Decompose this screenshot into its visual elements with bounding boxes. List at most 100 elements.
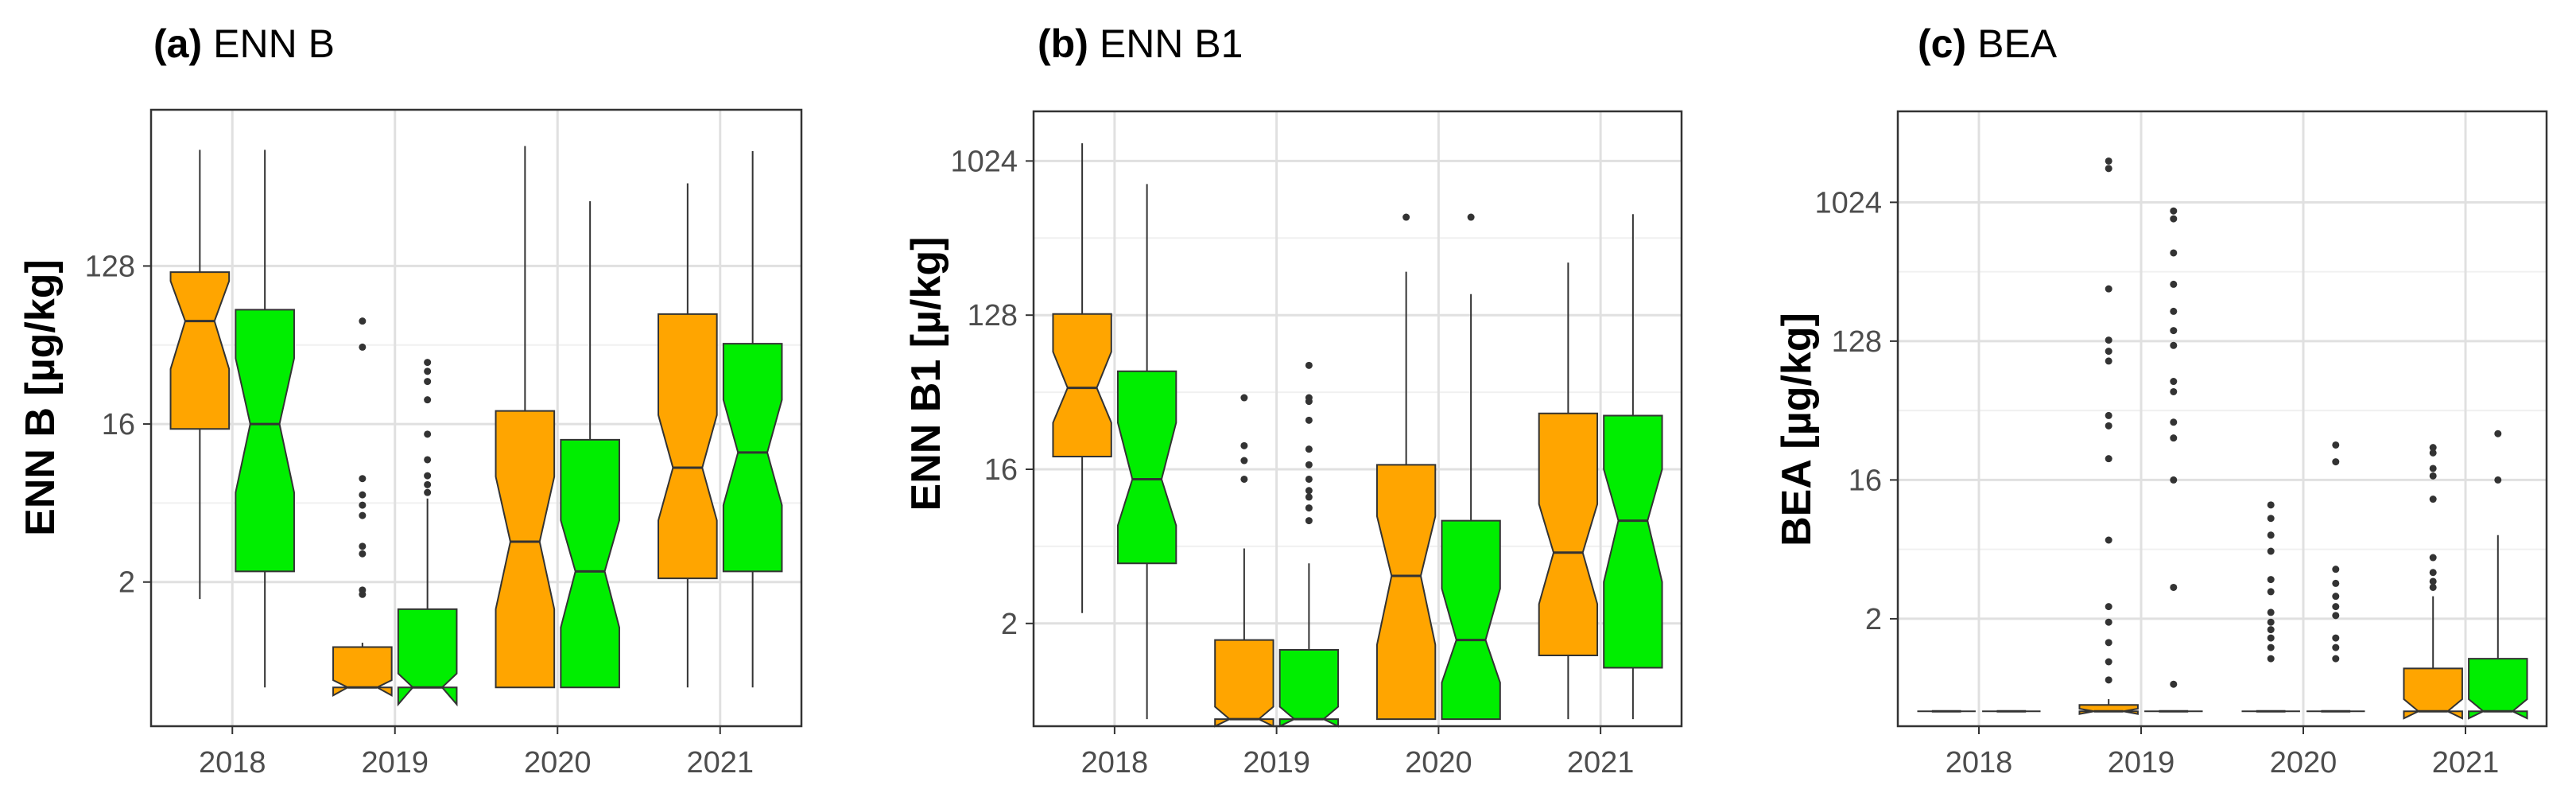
- outlier-point: [2332, 441, 2340, 449]
- outlier-point: [2332, 458, 2340, 466]
- plot-frame: [149, 108, 803, 728]
- outlier-point: [2170, 207, 2178, 215]
- outlier-point: [1305, 445, 1313, 453]
- outlier-point: [2332, 593, 2340, 601]
- box-2021-group-1: [1538, 412, 1599, 656]
- outlier-point: [1305, 461, 1313, 468]
- outlier-point: [2105, 157, 2112, 165]
- outlier-point: [1305, 394, 1313, 402]
- outlier-point: [2170, 476, 2178, 484]
- x-tick-label: 2019: [2108, 746, 2175, 780]
- outlier-point: [2429, 472, 2437, 480]
- outlier-point: [1402, 213, 1410, 221]
- x-tick-label: 2018: [1946, 746, 2013, 780]
- panel-c-name: BEA: [1977, 21, 2058, 66]
- outlier-point: [2429, 465, 2437, 472]
- y-tick-label: 1024: [950, 145, 1018, 178]
- panel-b-title: (b) ENN B1: [1038, 21, 1243, 66]
- outlier-point: [1305, 416, 1313, 424]
- outlier-point: [2494, 476, 2502, 484]
- box-2019-group-2: [397, 608, 458, 707]
- x-tick-label: 2020: [524, 746, 592, 780]
- plot-frame: [1896, 110, 2548, 728]
- outlier-point: [2267, 515, 2275, 523]
- box-2020-group-2: [560, 438, 620, 689]
- outlier-point: [2105, 658, 2112, 666]
- box-2018-group-2: [1116, 370, 1177, 565]
- outlier-point: [2105, 422, 2112, 430]
- y-tick-label: 16: [984, 453, 1018, 487]
- box-2019-group-1: [1214, 639, 1274, 728]
- box-2021-group-2: [722, 343, 783, 573]
- outlier-point: [1240, 394, 1248, 402]
- outlier-point: [2170, 307, 2178, 315]
- box-2020-group-1: [495, 410, 556, 689]
- outlier-point: [2429, 444, 2437, 452]
- outlier-point: [1305, 517, 1313, 525]
- outlier-point: [359, 317, 367, 325]
- outlier-point: [2267, 655, 2275, 663]
- outlier-point: [2267, 608, 2275, 616]
- outlier-point: [2105, 536, 2112, 544]
- outlier-point: [1305, 487, 1313, 495]
- outlier-point: [2267, 634, 2275, 642]
- outlier-point: [2170, 249, 2178, 257]
- outlier-point: [359, 491, 367, 499]
- y-tick-label: 128: [85, 250, 135, 283]
- y-tick-label: 16: [102, 408, 135, 441]
- x-tick-label: 2019: [1243, 746, 1310, 780]
- outlier-point: [2267, 547, 2275, 555]
- box-2019-group-2: [1278, 649, 1340, 728]
- outlier-point: [359, 511, 367, 519]
- box-2021-group-1: [658, 313, 718, 580]
- y-tick-label: 2: [118, 566, 135, 600]
- x-tick-label: 2018: [1081, 746, 1149, 780]
- outlier-point: [424, 480, 432, 488]
- y-tick-label: 16: [1849, 464, 1882, 497]
- outlier-point: [2170, 680, 2178, 688]
- outlier-point: [2105, 455, 2112, 463]
- outlier-point: [359, 550, 367, 558]
- outlier-point: [2105, 336, 2112, 344]
- outlier-point: [2105, 603, 2112, 611]
- outlier-point: [359, 343, 367, 351]
- box-2020-group-1: [1375, 464, 1437, 721]
- outlier-point: [1240, 475, 1248, 483]
- outlier-point: [2170, 378, 2178, 386]
- outlier-point: [2105, 639, 2112, 647]
- outlier-point: [2105, 165, 2112, 173]
- panel-a-tag: (a): [153, 21, 202, 66]
- y-tick-label: 128: [1832, 325, 1882, 359]
- outlier-point: [424, 430, 432, 438]
- outlier-point: [2429, 554, 2437, 562]
- panel-c-title: (c) BEA: [1918, 21, 2058, 66]
- panel-a-plot: 2 16 128 2018 2019 2020 2021: [85, 108, 803, 780]
- outlier-point: [2170, 341, 2178, 349]
- outlier-point: [2267, 531, 2275, 539]
- outlier-point: [2170, 434, 2178, 442]
- box-2019-group-1: [2078, 704, 2139, 715]
- box-2018-group-2: [235, 309, 295, 573]
- x-tick-label: 2020: [1405, 746, 1472, 780]
- outlier-point: [359, 542, 367, 550]
- panel-b-ylabel: ENN B1 [µ/kg]: [903, 237, 949, 511]
- outlier-point: [424, 488, 432, 496]
- plot-frame: [1032, 110, 1683, 728]
- y-tick-label: 2: [1001, 608, 1018, 641]
- outlier-point: [2267, 618, 2275, 626]
- outlier-point: [2429, 449, 2437, 457]
- outlier-point: [424, 472, 432, 480]
- outlier-point: [359, 501, 367, 509]
- outlier-point: [1305, 493, 1313, 501]
- outlier-point: [2429, 577, 2437, 585]
- outlier-point: [424, 456, 432, 464]
- outlier-point: [2267, 576, 2275, 584]
- outlier-point: [424, 396, 432, 404]
- outlier-point: [2429, 583, 2437, 591]
- x-tick-label: 2021: [686, 746, 754, 780]
- outlier-point: [2105, 285, 2112, 293]
- outlier-point: [2494, 430, 2502, 437]
- outlier-point: [2170, 387, 2178, 395]
- panel-b-tag: (b): [1038, 21, 1088, 66]
